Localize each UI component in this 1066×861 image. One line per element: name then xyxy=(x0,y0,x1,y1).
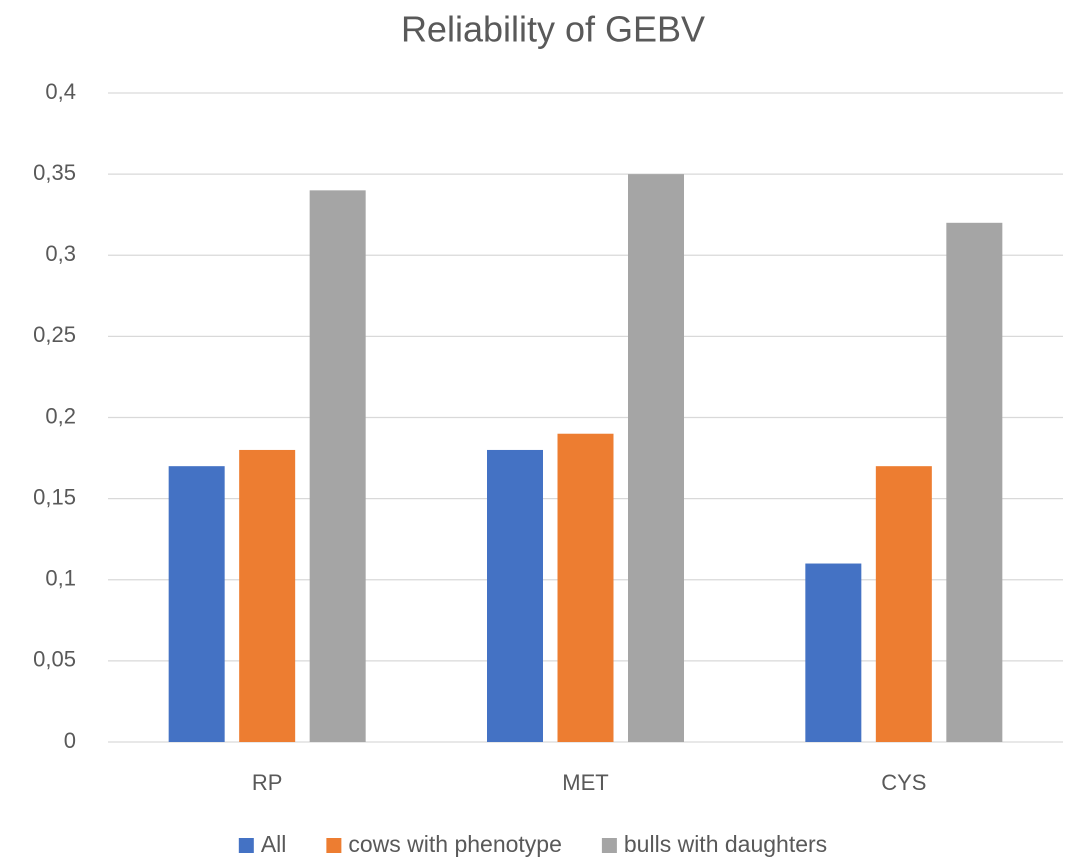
y-tick-label: 0,3 xyxy=(45,241,76,266)
x-tick-label: RP xyxy=(252,770,283,795)
chart-title: Reliability of GEBV xyxy=(401,9,705,50)
y-tick-label: 0,15 xyxy=(33,484,76,509)
legend-label: cows with phenotype xyxy=(348,831,562,857)
y-tick-label: 0,4 xyxy=(45,79,76,104)
bar xyxy=(946,222,1003,743)
y-tick-label: 0,05 xyxy=(33,647,76,672)
bar xyxy=(557,433,614,742)
y-tick-label: 0,35 xyxy=(33,160,76,185)
legend-label: All xyxy=(261,831,287,857)
y-tick-label: 0,2 xyxy=(45,403,76,428)
bar xyxy=(875,466,932,742)
x-tick-label: CYS xyxy=(881,770,926,795)
bar xyxy=(239,449,296,742)
bar xyxy=(628,174,684,742)
y-tick-label: 0,1 xyxy=(45,566,76,591)
bar xyxy=(309,190,366,743)
y-tick-label: 0,25 xyxy=(33,322,76,347)
y-tick-label: 0 xyxy=(64,728,76,753)
legend-swatch xyxy=(238,838,254,853)
bar xyxy=(487,449,543,742)
legend-swatch xyxy=(601,838,617,853)
x-tick-label: MET xyxy=(562,770,608,795)
legend-swatch xyxy=(326,838,342,853)
bar xyxy=(805,563,862,742)
bar xyxy=(168,466,225,742)
legend-label: bulls with daughters xyxy=(624,831,827,857)
